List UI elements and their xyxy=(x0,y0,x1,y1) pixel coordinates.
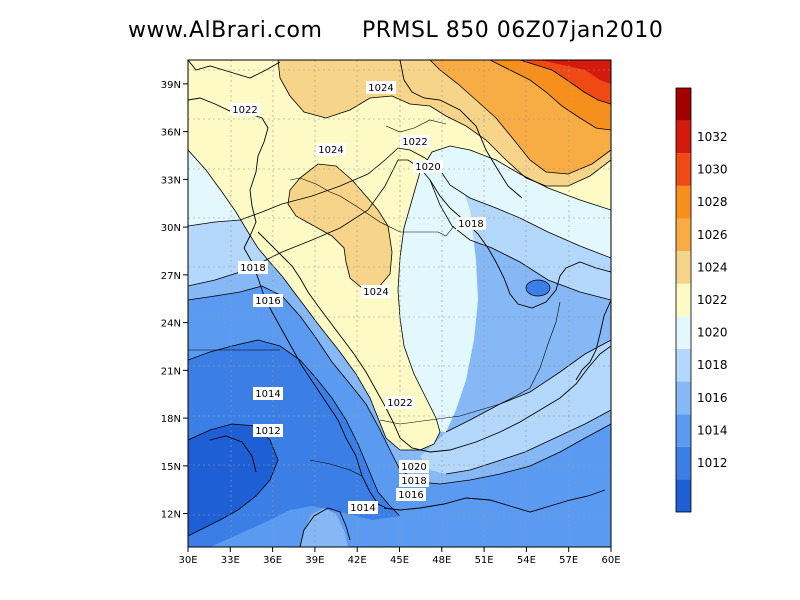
x-tick-label: 45E xyxy=(390,555,409,566)
field-below-1012 xyxy=(188,424,278,536)
contour-label: 1016 xyxy=(253,294,283,307)
colorbar-swatch xyxy=(676,185,691,219)
x-tick-label: 30E xyxy=(178,555,197,566)
colorbar-label: 1012 xyxy=(697,456,728,470)
contour-label: 1022 xyxy=(230,103,260,116)
colorbar-label: 1026 xyxy=(697,228,728,242)
contour-label: 1020 xyxy=(399,460,429,473)
colorbar-swatch xyxy=(676,479,691,512)
svg-text:1016: 1016 xyxy=(255,296,280,307)
y-tick-label: 27N xyxy=(161,271,181,282)
y-tick-label: 15N xyxy=(161,462,181,473)
y-tick-label: 39N xyxy=(161,80,181,91)
svg-text:1022: 1022 xyxy=(232,105,257,116)
svg-text:1016: 1016 xyxy=(398,490,423,501)
colorbar-label: 1028 xyxy=(697,195,728,209)
colorbar-label: 1020 xyxy=(697,326,728,340)
y-tick-label: 36N xyxy=(161,128,181,139)
contour-label: 1018 xyxy=(238,261,268,274)
colorbar-swatch xyxy=(676,153,691,186)
svg-text:1018: 1018 xyxy=(401,476,426,487)
colorbar-label: 1030 xyxy=(697,163,728,177)
contour-label: 1022 xyxy=(400,135,430,148)
y-tick-label: 12N xyxy=(161,510,181,521)
contour-label: 1024 xyxy=(366,81,396,94)
colorbar-label: 1024 xyxy=(697,260,728,274)
y-tick-label: 21N xyxy=(161,366,181,377)
map-title: PRMSL 850 06Z07jan2010 xyxy=(362,18,664,43)
y-tick-label: 24N xyxy=(161,319,181,330)
colorbar-label: 1018 xyxy=(697,358,728,372)
x-tick-label: 39E xyxy=(305,555,324,566)
qatar-gulf-patch xyxy=(525,279,551,297)
contour-lines xyxy=(188,60,611,537)
svg-text:1014: 1014 xyxy=(255,389,280,400)
borders xyxy=(188,119,561,477)
x-tick-label: 57E xyxy=(559,555,578,566)
site-name: www.AlBrari.com xyxy=(128,18,323,43)
y-tick-label: 33N xyxy=(161,175,181,186)
contour-label: 1014 xyxy=(348,501,378,514)
field-1016-patch xyxy=(300,508,348,547)
colorbar-swatch xyxy=(676,283,691,317)
svg-text:1022: 1022 xyxy=(387,398,412,409)
colorbar-frame xyxy=(675,87,692,513)
x-tick-label: 36E xyxy=(263,555,282,566)
field-1032 xyxy=(540,60,611,84)
x-tick-label: 60E xyxy=(601,555,620,566)
svg-text:1018: 1018 xyxy=(458,219,483,230)
contour-label: 1018 xyxy=(399,474,429,487)
contour-labels: 1024 1022 1024 1022 1020 1018 1018 1016 … xyxy=(230,81,486,514)
x-tick-label: 33E xyxy=(221,555,240,566)
contour-label: 1018 xyxy=(456,217,486,230)
colorbar-swatch xyxy=(676,251,691,284)
colorbar-label: 1032 xyxy=(697,130,728,144)
svg-text:1020: 1020 xyxy=(401,462,426,473)
colorbar-label: 1022 xyxy=(697,293,728,307)
svg-text:1012: 1012 xyxy=(255,426,280,437)
colorbar-label: 1016 xyxy=(697,391,728,405)
y-tick-label: 18N xyxy=(161,414,181,425)
x-tick-label: 54E xyxy=(517,555,536,566)
map-field xyxy=(188,60,611,547)
colorbar-swatch xyxy=(676,414,691,447)
field-1018-south xyxy=(420,340,611,474)
contour-label: 1014 xyxy=(253,387,283,400)
contour-label: 1022 xyxy=(385,396,415,409)
colorbar: 1012 1014 1016 1018 1020 1022 1024 1026 1028 1030… xyxy=(675,87,728,513)
svg-text:1014: 1014 xyxy=(350,503,375,514)
colorbar-swatch xyxy=(676,120,691,154)
contour-label: 1012 xyxy=(253,424,283,437)
colorbar-swatch xyxy=(676,316,691,349)
colorbar-swatch xyxy=(676,348,691,382)
svg-text:1018: 1018 xyxy=(240,263,265,274)
contour-label: 1020 xyxy=(413,160,443,173)
colorbar-swatch xyxy=(676,381,691,415)
svg-text:1024: 1024 xyxy=(318,145,343,156)
colorbar-label: 1014 xyxy=(697,423,728,437)
x-tick-label: 42E xyxy=(348,555,367,566)
y-tick-label: 30N xyxy=(161,223,181,234)
x-tick-label: 48E xyxy=(432,555,451,566)
svg-text:1022: 1022 xyxy=(402,137,427,148)
contour-label: 1024 xyxy=(361,285,391,298)
svg-text:1024: 1024 xyxy=(368,83,393,94)
x-tick-label: 51E xyxy=(475,555,494,566)
svg-text:1020: 1020 xyxy=(415,162,440,173)
colorbar-swatch xyxy=(676,218,691,252)
x-axis: 30E 33E 36E 39E 42E 45E 48E 51E 54E 57E 60E xyxy=(178,547,621,566)
svg-text:1024: 1024 xyxy=(363,287,388,298)
contour-label: 1016 xyxy=(396,488,426,501)
y-axis: 12N 15N 18N 21N 24N 27N 30N 33N 36N 39N xyxy=(161,80,188,521)
chart-title-bar: www.AlBrari.com PRMSL 850 06Z07jan2010 xyxy=(0,18,800,52)
colorbar-swatch xyxy=(676,88,691,121)
contour-label: 1024 xyxy=(316,143,346,156)
colorbar-swatch xyxy=(676,446,691,480)
